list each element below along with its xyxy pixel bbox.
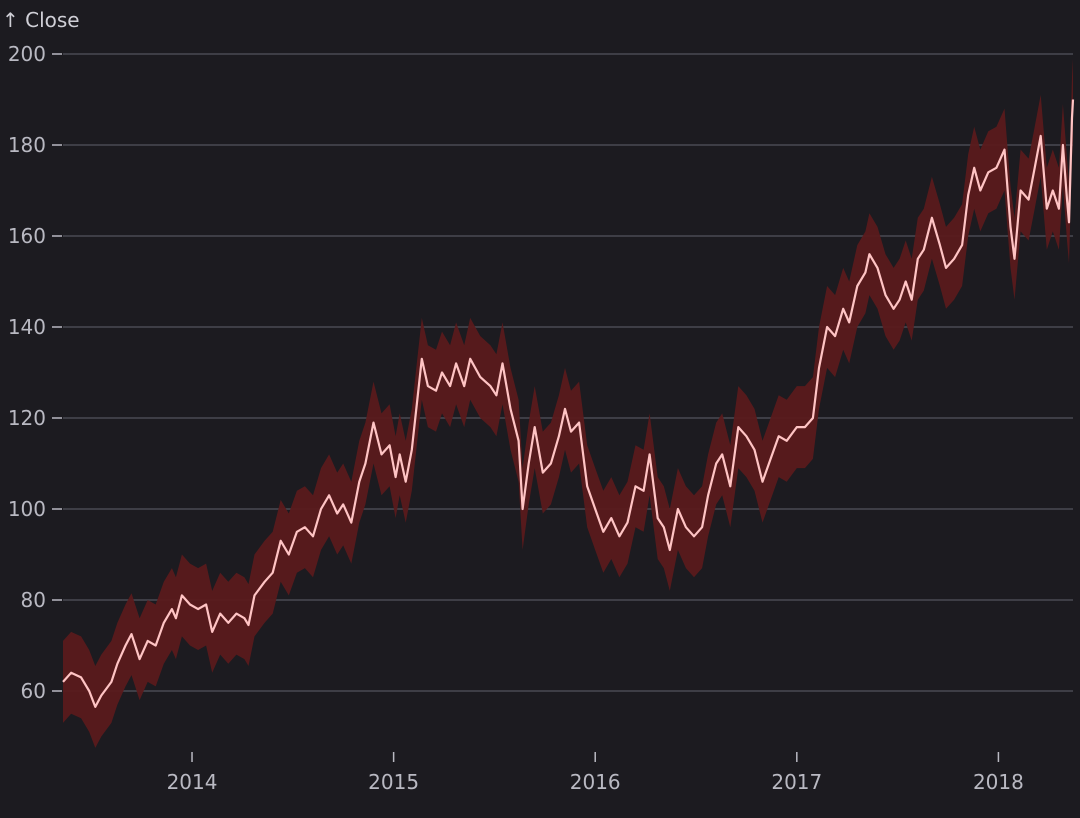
close-range-band xyxy=(63,58,1073,748)
close-price-line xyxy=(62,99,1075,708)
y-tick-label: 60 xyxy=(21,679,46,703)
y-tick-label: 80 xyxy=(21,588,46,612)
y-tick-label: 140 xyxy=(8,315,46,339)
y-tick-label: 200 xyxy=(8,42,46,66)
y-axis: 60 80 100 120 140 160 180 200 xyxy=(8,42,62,703)
y-tick-label: 160 xyxy=(8,224,46,248)
y-tick-label: 180 xyxy=(8,133,46,157)
y-tick-label: 120 xyxy=(8,406,46,430)
x-axis: 2014 2015 2016 2017 2018 xyxy=(167,752,1024,794)
x-tick-label: 2016 xyxy=(570,770,621,794)
y-axis-title: ↑ Close xyxy=(2,8,80,32)
x-tick-label: 2015 xyxy=(368,770,419,794)
x-tick-label: 2017 xyxy=(771,770,822,794)
y-tick-label: 100 xyxy=(8,497,46,521)
x-tick-label: 2018 xyxy=(973,770,1024,794)
x-tick-label: 2014 xyxy=(167,770,218,794)
